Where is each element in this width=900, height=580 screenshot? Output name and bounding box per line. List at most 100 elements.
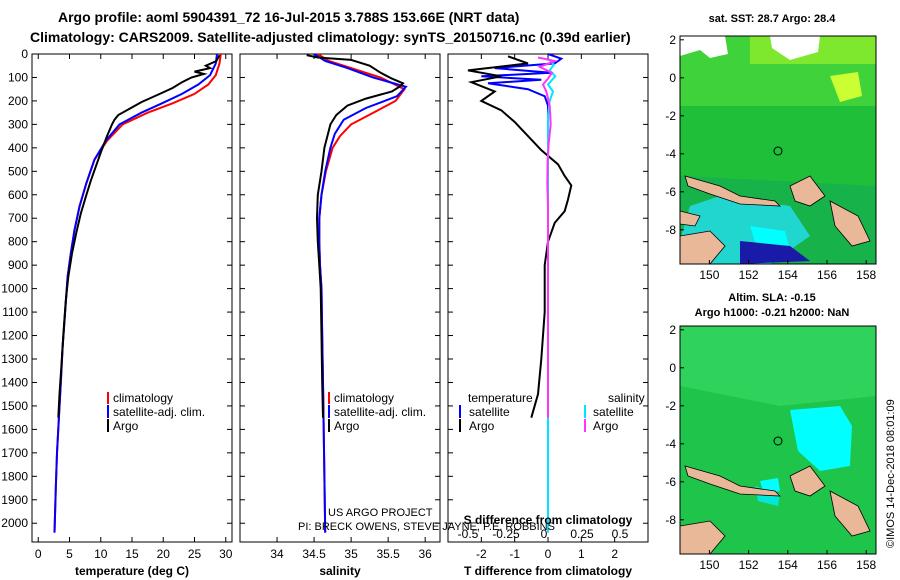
ytick-label: 1800 [1,469,28,483]
ytick-label: 900 [8,258,28,272]
legend-s-argo: Argo [593,419,619,433]
ytick-label: 300 [8,117,28,131]
series-line-argo [306,54,405,418]
map-ytick-label: 0 [669,361,676,375]
map-ytick-label: -2 [665,399,676,413]
legend-climatology: climatology [113,391,173,405]
map-ytick-label: -8 [665,223,676,237]
map-xtick-label: 154 [778,268,798,282]
temperature-xlabel: temperature (deg C) [75,564,189,578]
legend-s-satellite: satellite [593,405,634,419]
ytick-label: 1100 [2,305,28,319]
ytick-label: 400 [8,141,28,155]
map-ytick-label: -4 [665,147,676,161]
sla-map-title1: Altim. SLA: -0.15 [728,292,815,304]
map-ytick-label: -6 [665,185,676,199]
salinity-xlabel: salinity [319,564,361,578]
xtick-label: 34 [270,547,284,561]
legend-t-satellite: satellite [469,405,510,419]
legend-title-salinity: salinity [608,391,645,405]
difference-xlabel: T difference from climatology [464,564,632,578]
map-xtick-label: 150 [699,558,719,572]
map-xtick-label: 156 [817,558,837,572]
x2tick-label: -0.25 [492,527,520,541]
xtick-label: 34.5 [302,547,326,561]
map-ytick-label: -8 [665,513,676,527]
credit-line2: PI: BRECK OWENS, STEVE JAYNE, P.E. ROBBI… [298,521,555,533]
xtick-label: 1 [578,547,585,561]
ytick-label: 500 [8,164,28,178]
map-ytick-label: -6 [665,475,676,489]
difference-x2label: S difference from climatology [464,513,633,527]
xtick-label: 0 [545,547,552,561]
xtick-label: 5 [66,547,73,561]
legend-title-temperature: temperature [468,391,533,405]
title-line1: Argo profile: aoml 5904391_72 16-Jul-201… [58,9,519,25]
map-xtick-label: 152 [739,558,759,572]
ytick-label: 700 [8,211,28,225]
ytick-label: 100 [8,70,28,84]
map-xtick-label: 152 [739,268,759,282]
map-ytick-label: 2 [669,323,676,337]
xtick-label: 2 [611,547,618,561]
ytick-label: 1700 [1,446,28,460]
ytick-label: 0 [21,47,28,61]
x2tick-label: 0 [541,527,548,541]
series-line-argo [57,54,221,418]
ytick-label: 1500 [1,399,28,413]
x2tick-label: 0.25 [570,527,594,541]
map-xtick-label: 158 [856,558,876,572]
map-xtick-label: 150 [699,268,719,282]
xtick-label: 36 [419,547,433,561]
sla-map-title2: Argo h1000: -0.21 h2000: NaN [695,307,850,319]
ytick-label: 1200 [1,329,28,343]
sla-map [679,325,877,555]
map-ytick-label: -2 [665,109,676,123]
xtick-label: 35 [344,547,358,561]
map-xtick-label: 154 [778,558,798,572]
title-line2: Climatology: CARS2009. Satellite-adjuste… [30,29,631,45]
salinity-legend: climatology satellite-adj. clim. Argo [328,391,426,433]
ytick-label: 200 [8,94,28,108]
map-ytick-label: 0 [669,71,676,85]
ytick-label: 1900 [1,493,28,507]
x2tick-label: 0.5 [612,527,629,541]
difference-legend: temperature satellite Argo salinity sate… [459,391,645,433]
xtick-label: 20 [157,547,171,561]
ytick-label: 1300 [1,352,28,366]
legend-satellite-adj: satellite-adj. clim. [113,405,205,419]
map-xtick-label: 158 [856,268,876,282]
legend-t-argo: Argo [469,419,495,433]
series-line-s-argo [537,56,559,418]
map-xtick-label: 156 [817,268,837,282]
credit-line1: US ARGO PROJECT [328,507,433,519]
xtick-label: -2 [476,547,487,561]
xtick-label: -1 [509,547,520,561]
map-ytick-label: 2 [669,33,676,47]
x2tick-label: -0.5 [458,527,479,541]
ytick-label: 800 [8,235,28,249]
xtick-label: 0 [35,547,42,561]
temperature-axes [31,53,233,543]
xtick-label: 15 [125,547,139,561]
sst-map-title: sat. SST: 28.7 Argo: 28.4 [709,13,837,25]
temperature-legend: climatology satellite-adj. clim. Argo [107,391,205,433]
legend-argo: Argo [113,419,139,433]
legend-satellite-adj: satellite-adj. clim. [334,405,426,419]
xtick-label: 10 [94,547,108,561]
sst-map [679,35,877,265]
ytick-label: 1000 [1,282,28,296]
xtick-label: 30 [219,547,233,561]
watermark: ©IMOS 14-Dec-2018 08:01:09 [885,399,897,548]
ytick-label: 1400 [1,375,28,389]
ytick-label: 600 [8,188,28,202]
xtick-label: 35.5 [376,547,400,561]
legend-argo: Argo [334,419,360,433]
map-ytick-label: -4 [665,437,676,451]
xtick-label: 25 [188,547,202,561]
ytick-label: 2000 [1,516,28,530]
series-line-t-argo [467,55,573,418]
ytick-label: 1600 [1,422,28,436]
legend-climatology: climatology [334,391,394,405]
